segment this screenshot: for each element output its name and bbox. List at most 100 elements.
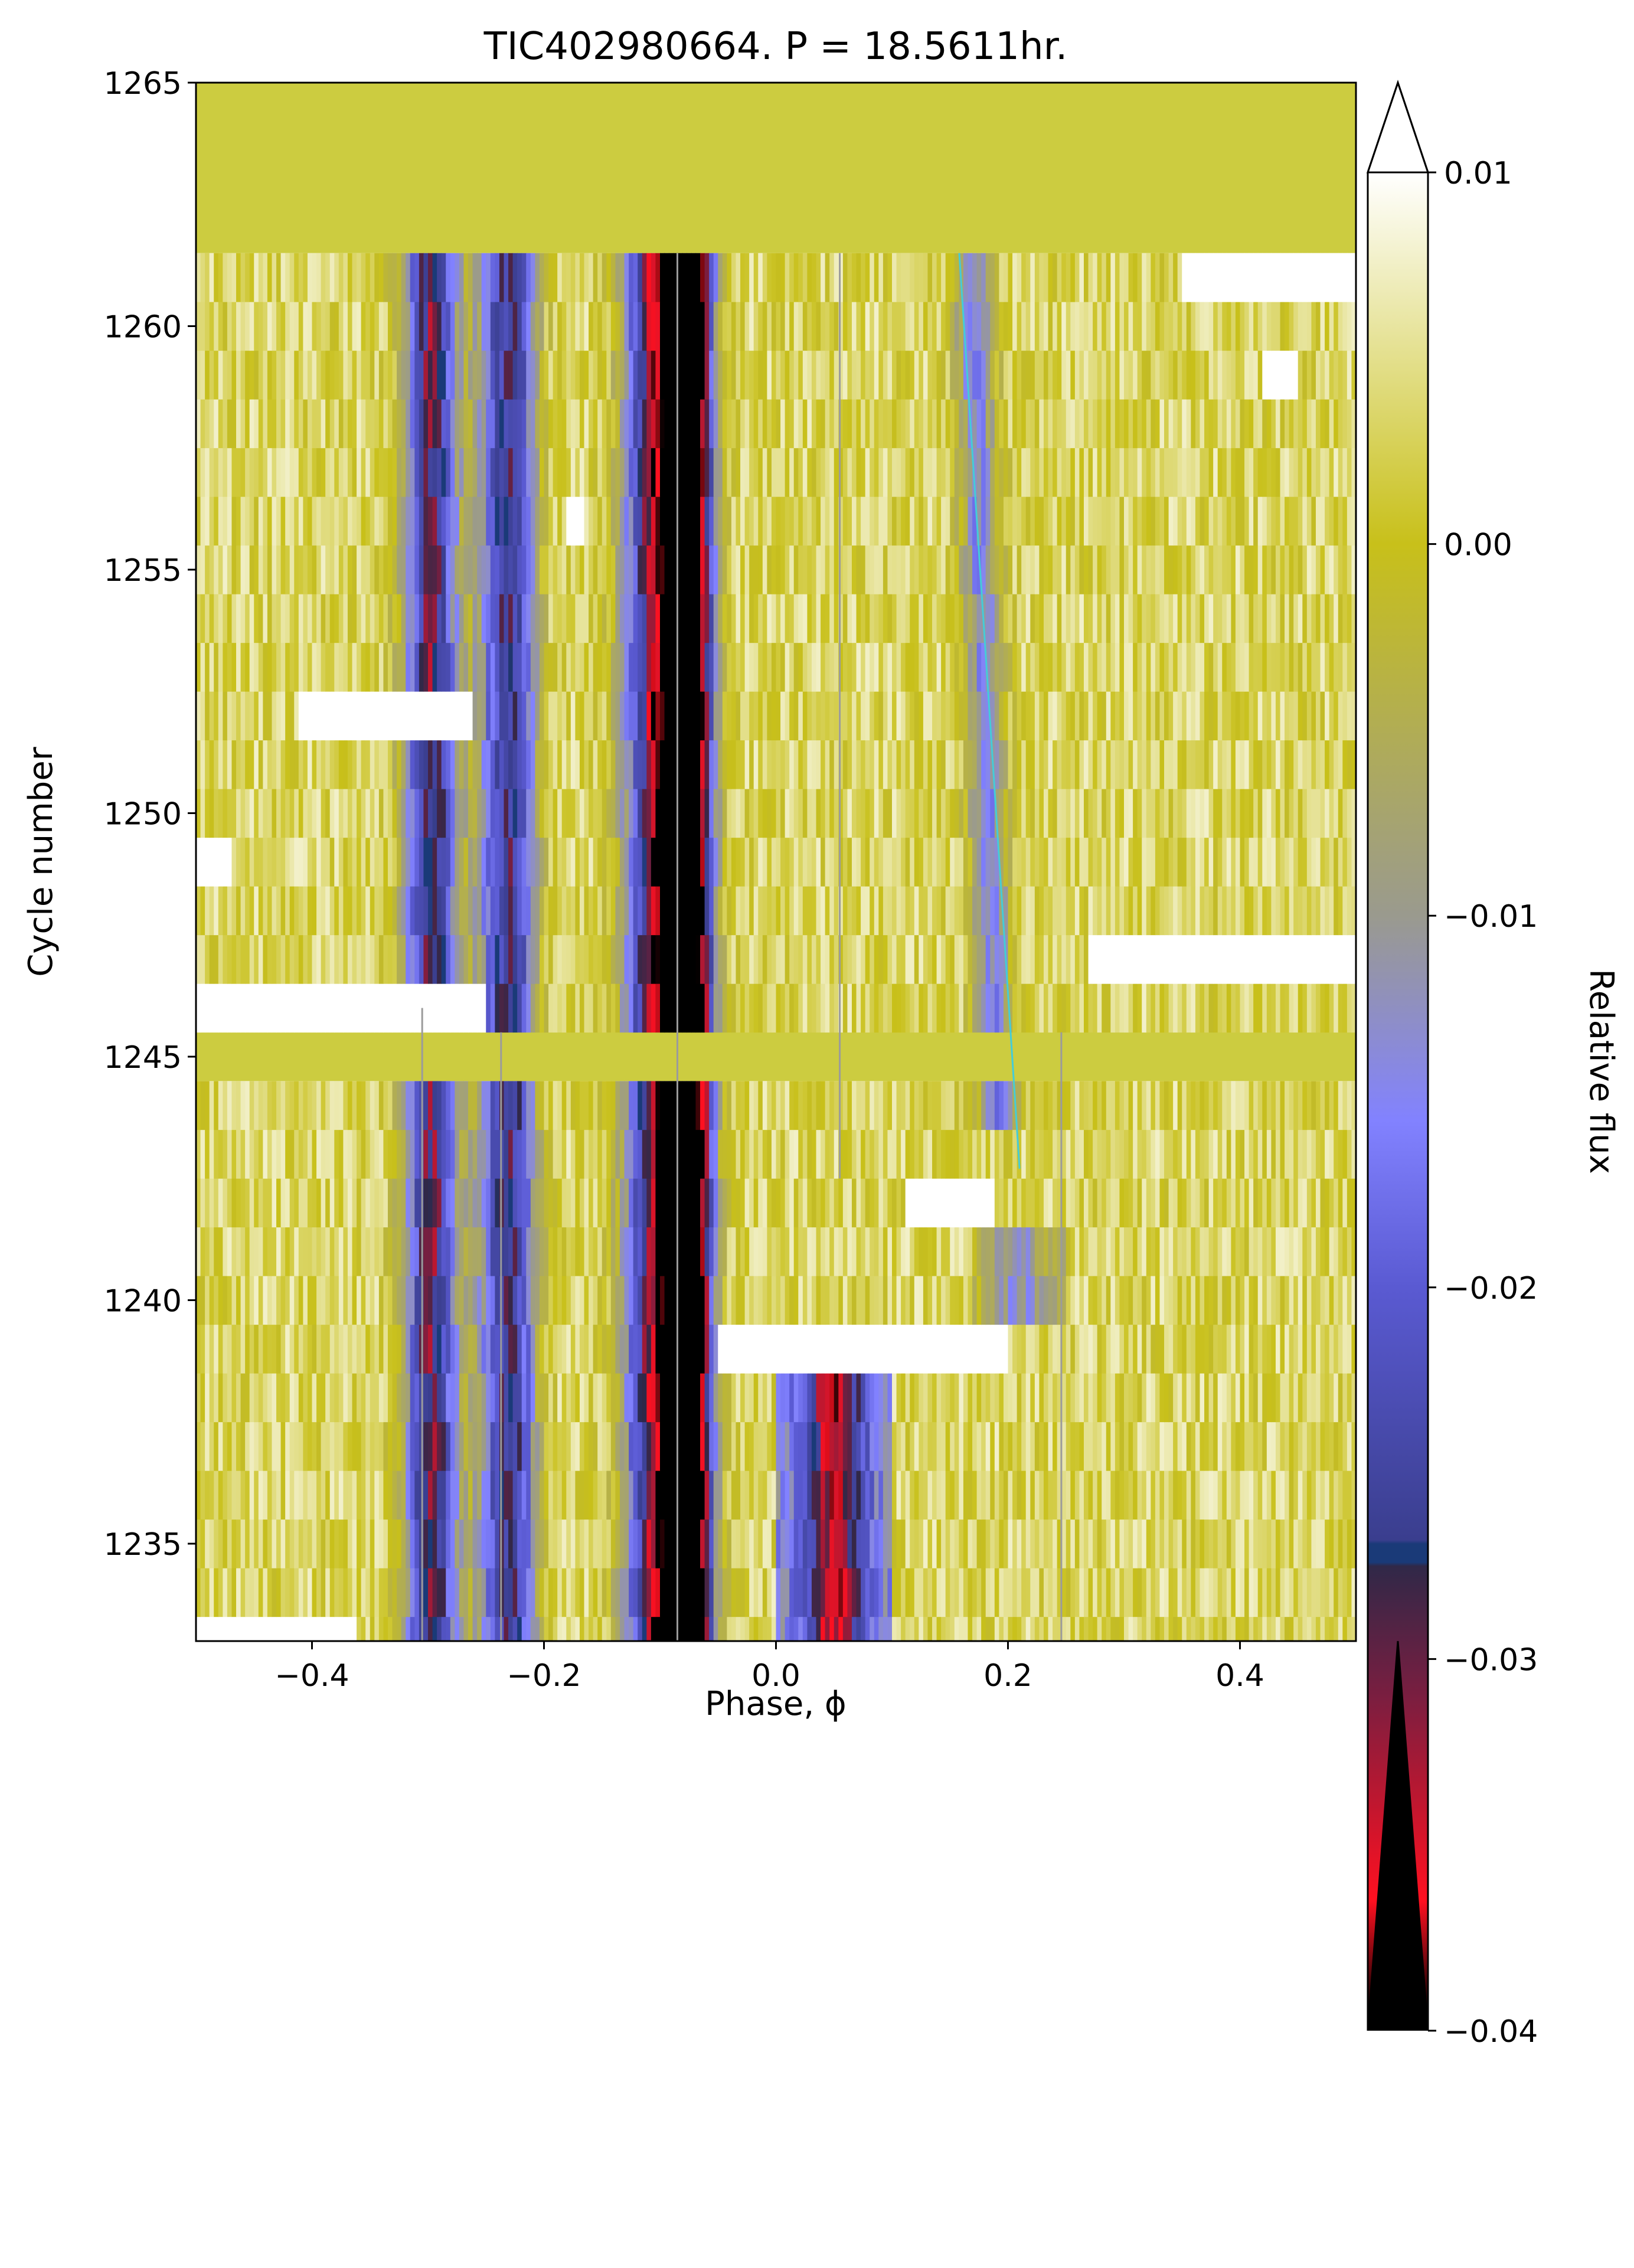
heatmap-cell	[530, 691, 535, 741]
heatmap-cell	[691, 1129, 697, 1179]
heatmap-cell	[722, 1421, 727, 1471]
heatmap-cell	[535, 1373, 540, 1423]
heatmap-cell	[682, 886, 687, 936]
heatmap-cell	[749, 1276, 754, 1325]
heatmap-cell	[1200, 886, 1205, 936]
heatmap-cell	[593, 1470, 598, 1520]
heatmap-cell	[999, 1081, 1004, 1130]
heatmap-cell	[861, 1081, 866, 1130]
heatmap-cell	[950, 691, 955, 741]
heatmap-cell	[941, 934, 946, 984]
heatmap-cell	[1320, 934, 1325, 984]
heatmap-cell	[1079, 983, 1084, 1033]
heatmap-cell	[374, 1178, 380, 1228]
heatmap-cell	[446, 1324, 451, 1374]
heatmap-cell	[1293, 886, 1299, 936]
heatmap-cell	[744, 1470, 750, 1520]
heatmap-cell	[842, 740, 848, 789]
heatmap-cell	[1168, 1373, 1174, 1423]
heatmap-cell	[1017, 691, 1022, 741]
heatmap-cell	[361, 1178, 366, 1228]
heatmap-cell	[1088, 1373, 1093, 1423]
heatmap-cell	[521, 1129, 527, 1179]
heatmap-cell	[200, 1129, 205, 1179]
heatmap-cell	[1057, 934, 1062, 984]
heatmap-cell	[463, 691, 469, 741]
heatmap-cell	[1293, 1519, 1299, 1568]
heatmap-cell	[397, 740, 402, 789]
heatmap-cell	[798, 1129, 803, 1179]
heatmap-cell	[597, 1227, 603, 1276]
heatmap-cell	[530, 789, 535, 838]
heatmap-cell	[294, 1421, 299, 1471]
heatmap-cell	[709, 1519, 714, 1568]
heatmap-cell	[1057, 886, 1062, 936]
heatmap-cell	[347, 1470, 353, 1520]
heatmap-cell	[1271, 1568, 1276, 1617]
heatmap-cell	[749, 789, 754, 838]
heatmap-cell	[1280, 740, 1285, 789]
heatmap-cell	[1266, 1373, 1272, 1423]
heatmap-cell	[816, 1616, 821, 1641]
heatmap-cell	[1043, 934, 1049, 984]
heatmap-cell	[1008, 1227, 1013, 1276]
heatmap-cell	[397, 1081, 402, 1130]
heatmap-cell	[713, 1129, 718, 1179]
heatmap-cell	[941, 1227, 946, 1276]
heatmap-cell	[1240, 789, 1245, 838]
heatmap-cell	[713, 1373, 718, 1423]
heatmap-cell	[1133, 1081, 1138, 1130]
heatmap-cell	[1311, 1178, 1316, 1228]
heatmap-cell	[289, 740, 295, 789]
heatmap-cell	[1217, 1227, 1223, 1276]
heatmap-cell	[856, 983, 861, 1033]
heatmap-cell	[606, 1421, 612, 1471]
heatmap-cell	[950, 1129, 955, 1179]
heatmap-cell	[1325, 1227, 1330, 1276]
heatmap-cell	[378, 837, 384, 887]
heatmap-cell	[1074, 1470, 1080, 1520]
heatmap-cell	[1217, 983, 1223, 1033]
heatmap-cell	[1057, 1324, 1062, 1374]
heatmap-cell	[535, 1178, 540, 1228]
heatmap-cell	[530, 886, 535, 936]
heatmap-cell	[1257, 1421, 1263, 1471]
heatmap-cell	[374, 789, 380, 838]
heatmap-cell	[280, 1373, 286, 1423]
heatmap-cell	[887, 1276, 893, 1325]
heatmap-cell	[289, 886, 295, 936]
heatmap-cell	[535, 740, 540, 789]
heatmap-cell	[1142, 1568, 1147, 1617]
heatmap-cell	[432, 1568, 437, 1617]
heatmap-cell	[553, 1081, 558, 1130]
heatmap-cell	[1048, 1470, 1053, 1520]
heatmap-cell	[1151, 1129, 1156, 1179]
heatmap-cell	[428, 1324, 433, 1374]
heatmap-cell	[1311, 837, 1316, 887]
heatmap-cell	[1110, 740, 1116, 789]
heatmap-cell	[713, 1568, 718, 1617]
heatmap-cell	[548, 740, 554, 789]
heatmap-cell	[298, 1421, 303, 1471]
heatmap-cell	[294, 886, 299, 936]
heatmap-cell	[401, 837, 406, 887]
heatmap-cell	[508, 1421, 514, 1471]
heatmap-cell	[762, 1616, 767, 1641]
heatmap-cell	[1213, 1470, 1218, 1520]
heatmap-cell	[539, 1129, 545, 1179]
heatmap-cell	[312, 934, 317, 984]
heatmap-cell	[1302, 837, 1308, 887]
heatmap-cell	[642, 1421, 647, 1471]
heatmap-cell	[196, 691, 201, 741]
heatmap-cell	[1351, 1470, 1356, 1520]
heatmap-cell	[272, 740, 277, 789]
heatmap-cell	[1338, 1616, 1343, 1641]
heatmap-cell	[695, 837, 701, 887]
heatmap-cell	[303, 789, 308, 838]
heatmap-cell	[669, 983, 674, 1033]
heatmap-cell	[1182, 983, 1187, 1033]
heatmap-cell	[214, 1373, 219, 1423]
heatmap-cell	[1249, 1227, 1254, 1276]
heatmap-cell	[660, 740, 665, 789]
heatmap-cell	[727, 1324, 732, 1374]
